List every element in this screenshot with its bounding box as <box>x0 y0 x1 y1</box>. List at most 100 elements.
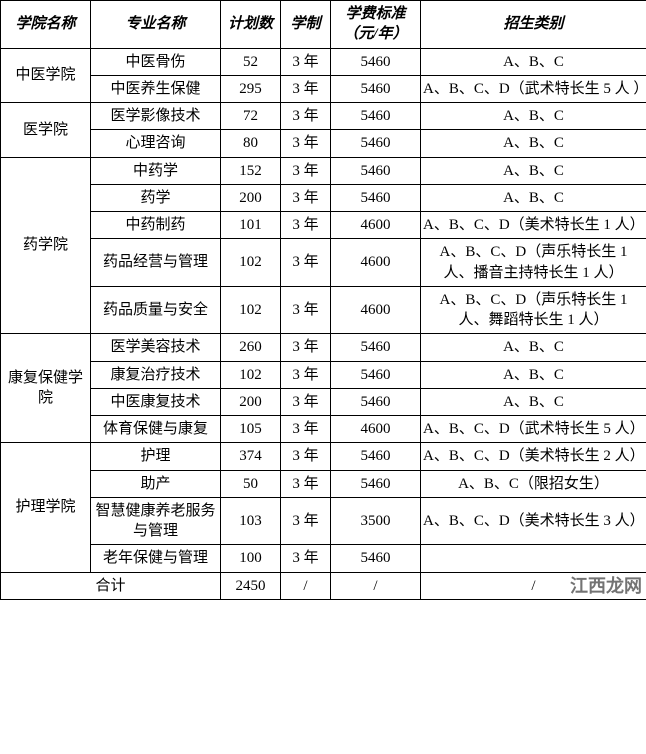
plan-cell: 102 <box>221 286 281 334</box>
category-cell: A、B、C、D（武术特长生 5 人） <box>421 416 646 443</box>
duration-cell: 3 年 <box>281 361 331 388</box>
duration-cell: 3 年 <box>281 239 331 287</box>
category-cell: A、B、C（限招女生） <box>421 470 646 497</box>
major-cell: 老年保健与管理 <box>91 545 221 572</box>
table-row: 康复治疗技术1023 年5460A、B、C <box>1 361 646 388</box>
fee-cell: 5460 <box>331 130 421 157</box>
header-fee: 学费标准（元/年） <box>331 1 421 49</box>
header-category: 招生类别 <box>421 1 646 49</box>
header-duration: 学制 <box>281 1 331 49</box>
major-cell: 智慧健康养老服务与管理 <box>91 497 221 545</box>
college-cell: 医学院 <box>1 103 91 158</box>
major-cell: 药学 <box>91 184 221 211</box>
category-cell: A、B、C <box>421 48 646 75</box>
duration-cell: 3 年 <box>281 103 331 130</box>
major-cell: 康复治疗技术 <box>91 361 221 388</box>
duration-cell: 3 年 <box>281 286 331 334</box>
table-row: 中医养生保健2953 年5460A、B、C、D（武术特长生 5 人 ） <box>1 75 646 102</box>
total-plan: 2450 <box>221 572 281 599</box>
fee-cell: 4600 <box>331 212 421 239</box>
table-row: 康复保健学院医学美容技术2603 年5460A、B、C <box>1 334 646 361</box>
total-category: / <box>421 572 646 599</box>
table-row: 药品质量与安全1023 年4600A、B、C、D（声乐特长生 1 人、舞蹈特长生… <box>1 286 646 334</box>
table-row: 助产503 年5460A、B、C（限招女生） <box>1 470 646 497</box>
major-cell: 心理咨询 <box>91 130 221 157</box>
category-cell: A、B、C <box>421 103 646 130</box>
plan-cell: 260 <box>221 334 281 361</box>
major-cell: 中医养生保健 <box>91 75 221 102</box>
plan-cell: 295 <box>221 75 281 102</box>
plan-cell: 105 <box>221 416 281 443</box>
major-cell: 药品经营与管理 <box>91 239 221 287</box>
major-cell: 体育保健与康复 <box>91 416 221 443</box>
enrollment-table: 学院名称 专业名称 计划数 学制 学费标准（元/年） 招生类别 中医学院中医骨伤… <box>0 0 646 600</box>
category-cell: A、B、C、D（声乐特长生 1 人、舞蹈特长生 1 人） <box>421 286 646 334</box>
table-row: 体育保健与康复1053 年4600A、B、C、D（武术特长生 5 人） <box>1 416 646 443</box>
table-row: 药学2003 年5460A、B、C <box>1 184 646 211</box>
total-row: 合计2450/// <box>1 572 646 599</box>
category-cell <box>421 545 646 572</box>
duration-cell: 3 年 <box>281 416 331 443</box>
duration-cell: 3 年 <box>281 470 331 497</box>
category-cell: A、B、C <box>421 334 646 361</box>
total-fee: / <box>331 572 421 599</box>
college-cell: 康复保健学院 <box>1 334 91 443</box>
header-row: 学院名称 专业名称 计划数 学制 学费标准（元/年） 招生类别 <box>1 1 646 49</box>
major-cell: 医学影像技术 <box>91 103 221 130</box>
table-row: 心理咨询803 年5460A、B、C <box>1 130 646 157</box>
fee-cell: 5460 <box>331 103 421 130</box>
plan-cell: 52 <box>221 48 281 75</box>
table-row: 中药制药1013 年4600A、B、C、D（美术特长生 1 人） <box>1 212 646 239</box>
header-college: 学院名称 <box>1 1 91 49</box>
plan-cell: 80 <box>221 130 281 157</box>
plan-cell: 72 <box>221 103 281 130</box>
fee-cell: 5460 <box>331 361 421 388</box>
college-cell: 中医学院 <box>1 48 91 103</box>
total-label: 合计 <box>1 572 221 599</box>
duration-cell: 3 年 <box>281 334 331 361</box>
duration-cell: 3 年 <box>281 75 331 102</box>
category-cell: A、B、C、D（武术特长生 5 人 ） <box>421 75 646 102</box>
college-cell: 护理学院 <box>1 443 91 572</box>
duration-cell: 3 年 <box>281 388 331 415</box>
major-cell: 医学美容技术 <box>91 334 221 361</box>
duration-cell: 3 年 <box>281 443 331 470</box>
fee-cell: 5460 <box>331 334 421 361</box>
plan-cell: 100 <box>221 545 281 572</box>
fee-cell: 5460 <box>331 545 421 572</box>
major-cell: 药品质量与安全 <box>91 286 221 334</box>
duration-cell: 3 年 <box>281 48 331 75</box>
duration-cell: 3 年 <box>281 184 331 211</box>
major-cell: 护理 <box>91 443 221 470</box>
plan-cell: 50 <box>221 470 281 497</box>
fee-cell: 5460 <box>331 388 421 415</box>
total-duration: / <box>281 572 331 599</box>
plan-cell: 200 <box>221 184 281 211</box>
plan-cell: 152 <box>221 157 281 184</box>
table-row: 药学院中药学1523 年5460A、B、C <box>1 157 646 184</box>
category-cell: A、B、C、D（声乐特长生 1 人、播音主持特长生 1 人） <box>421 239 646 287</box>
major-cell: 助产 <box>91 470 221 497</box>
table-row: 中医康复技术2003 年5460A、B、C <box>1 388 646 415</box>
major-cell: 中药制药 <box>91 212 221 239</box>
plan-cell: 101 <box>221 212 281 239</box>
header-plan: 计划数 <box>221 1 281 49</box>
major-cell: 中医骨伤 <box>91 48 221 75</box>
duration-cell: 3 年 <box>281 212 331 239</box>
fee-cell: 5460 <box>331 443 421 470</box>
header-major: 专业名称 <box>91 1 221 49</box>
fee-cell: 4600 <box>331 286 421 334</box>
duration-cell: 3 年 <box>281 130 331 157</box>
fee-cell: 5460 <box>331 75 421 102</box>
category-cell: A、B、C <box>421 184 646 211</box>
fee-cell: 5460 <box>331 157 421 184</box>
table-row: 护理学院护理3743 年5460A、B、C、D（美术特长生 2 人） <box>1 443 646 470</box>
table-row: 老年保健与管理1003 年5460 <box>1 545 646 572</box>
fee-cell: 5460 <box>331 184 421 211</box>
table-row: 智慧健康养老服务与管理1033 年3500A、B、C、D（美术特长生 3 人） <box>1 497 646 545</box>
major-cell: 中药学 <box>91 157 221 184</box>
duration-cell: 3 年 <box>281 497 331 545</box>
duration-cell: 3 年 <box>281 157 331 184</box>
fee-cell: 4600 <box>331 239 421 287</box>
plan-cell: 200 <box>221 388 281 415</box>
